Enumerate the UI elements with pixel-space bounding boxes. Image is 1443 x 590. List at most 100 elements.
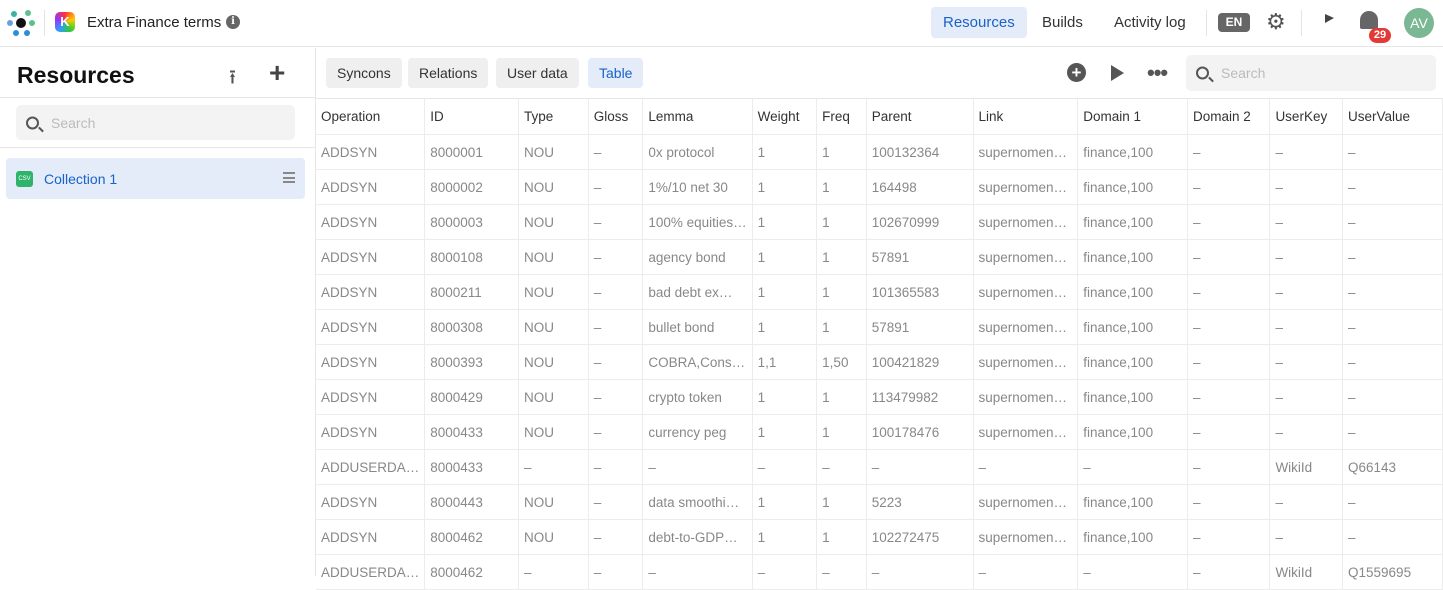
table-cell[interactable]: – [1269, 519, 1344, 555]
table-cell[interactable]: finance,100 [1077, 484, 1189, 520]
table-cell[interactable]: – [1187, 414, 1271, 450]
table-cell[interactable]: – [1187, 344, 1271, 380]
column-header[interactable]: UserKey [1269, 98, 1344, 135]
table-cell[interactable]: – [1187, 379, 1271, 415]
table-cell[interactable]: – [1187, 274, 1271, 310]
table-cell[interactable]: ADDSYN [316, 134, 426, 170]
table-cell[interactable]: finance,100 [1077, 204, 1189, 240]
table-cell[interactable]: 1%/10 net 30 [642, 169, 753, 205]
table-cell[interactable]: NOU [517, 484, 589, 520]
table-cell[interactable]: ADDSYN [316, 309, 426, 345]
table-row[interactable]: ADDSYN 8000393 NOU – COBRA,Cons… 1,1 1,50 10042… [316, 344, 1443, 380]
table-cell[interactable]: – [587, 449, 644, 485]
column-header[interactable]: Gloss [587, 98, 644, 135]
table-cell[interactable]: – [972, 449, 1079, 485]
table-cell[interactable]: 100132364 [865, 134, 974, 170]
table-cell[interactable]: – [642, 449, 753, 485]
table-cell[interactable]: 8000003 [424, 204, 519, 240]
table-cell[interactable]: NOU [517, 414, 589, 450]
table-cell[interactable]: – [1187, 309, 1271, 345]
table-cell[interactable]: ADDUSERDA… [316, 449, 426, 485]
table-cell[interactable]: bullet bond [642, 309, 753, 345]
table-cell[interactable]: supernomen… [972, 379, 1079, 415]
table-cell[interactable]: 1 [816, 134, 867, 170]
table-cell[interactable]: ADDSYN [316, 274, 426, 310]
table-cell[interactable]: – [587, 169, 644, 205]
table-cell[interactable]: 1 [751, 379, 818, 415]
table-cell[interactable]: 8000108 [424, 239, 519, 275]
table-cell[interactable]: – [1187, 134, 1271, 170]
table-cell[interactable]: 8000429 [424, 379, 519, 415]
table-cell[interactable]: – [1342, 309, 1443, 345]
column-header[interactable]: Lemma [642, 98, 753, 135]
table-cell[interactable]: supernomen… [972, 134, 1079, 170]
table-row[interactable]: ADDSYN 8000211 NOU – bad debt ex… 1 1 101365583… [316, 274, 1443, 310]
table-cell[interactable]: – [1269, 379, 1344, 415]
table-cell[interactable]: ADDSYN [316, 414, 426, 450]
table-cell[interactable]: 8000002 [424, 169, 519, 205]
table-cell[interactable]: ADDSYN [316, 519, 426, 555]
bell-icon[interactable] [1360, 11, 1378, 29]
table-row[interactable]: ADDUSERDA… 8000462– – – – – – – – – WikiId Q1559695 [316, 554, 1443, 590]
table-cell[interactable]: – [1269, 309, 1344, 345]
table-cell[interactable]: crypto token [642, 379, 753, 415]
sidebar-item-collection-1[interactable]: CSV Collection 1 [6, 158, 305, 199]
table-cell[interactable]: 1 [816, 379, 867, 415]
table-cell[interactable]: 1 [751, 169, 818, 205]
table-cell[interactable]: 8000433 [424, 449, 519, 485]
table-cell[interactable]: supernomen… [972, 309, 1079, 345]
column-header[interactable]: Weight [751, 98, 818, 135]
table-cell[interactable]: – [816, 554, 867, 590]
avatar[interactable]: AV [1404, 8, 1434, 38]
table-cell[interactable]: – [1342, 204, 1443, 240]
table-cell[interactable]: – [1342, 169, 1443, 205]
table-cell[interactable]: – [1342, 344, 1443, 380]
table-cell[interactable]: 1 [816, 414, 867, 450]
table-cell[interactable]: 1 [751, 484, 818, 520]
table-cell[interactable]: – [587, 519, 644, 555]
table-cell[interactable]: – [1077, 449, 1189, 485]
tab-relations[interactable]: Relations [408, 58, 489, 88]
nav-builds[interactable]: Builds [1042, 14, 1083, 31]
table-cell[interactable]: – [1269, 169, 1344, 205]
table-cell[interactable]: ADDSYN [316, 204, 426, 240]
table-cell[interactable]: NOU [517, 519, 589, 555]
table-cell[interactable]: NOU [517, 344, 589, 380]
column-header[interactable]: ID [424, 98, 519, 135]
table-cell[interactable]: – [1342, 134, 1443, 170]
table-cell[interactable]: 57891 [865, 309, 974, 345]
table-cell[interactable]: 1 [816, 519, 867, 555]
table-cell[interactable]: – [1187, 169, 1271, 205]
sidebar-search-input[interactable]: Search [16, 105, 295, 140]
column-header[interactable]: Operation [316, 98, 426, 135]
table-cell[interactable]: – [517, 449, 589, 485]
menu-icon[interactable] [283, 172, 295, 183]
table-cell[interactable]: – [587, 274, 644, 310]
play-icon[interactable] [1111, 65, 1124, 81]
table-cell[interactable]: WikiId [1269, 449, 1344, 485]
table-cell[interactable]: 8000433 [424, 414, 519, 450]
table-cell[interactable]: 8000443 [424, 484, 519, 520]
table-cell[interactable]: – [865, 449, 974, 485]
table-cell[interactable]: 1 [816, 484, 867, 520]
table-cell[interactable]: finance,100 [1077, 344, 1189, 380]
table-cell[interactable]: 1 [751, 134, 818, 170]
column-header[interactable]: Freq [816, 98, 867, 135]
table-row[interactable]: ADDSYN 8000001 NOU –0x protocol 1 1 100132364 s… [316, 134, 1443, 170]
table-cell[interactable]: – [642, 554, 753, 590]
table-cell[interactable]: 1,50 [816, 344, 867, 380]
table-cell[interactable]: supernomen… [972, 344, 1079, 380]
table-row[interactable]: ADDSYN 8000108 NOU – agency bond 1 1 57891 super… [316, 239, 1443, 275]
column-header[interactable]: Domain 2 [1187, 98, 1271, 135]
table-cell[interactable]: currency peg [642, 414, 753, 450]
table-cell[interactable]: – [1269, 134, 1344, 170]
table-cell[interactable]: 1 [751, 239, 818, 275]
add-icon[interactable]: + [269, 57, 286, 88]
table-cell[interactable]: – [1187, 239, 1271, 275]
table-cell[interactable]: 8000001 [424, 134, 519, 170]
column-header[interactable]: Link [972, 98, 1079, 135]
table-cell[interactable]: agency bond [642, 239, 753, 275]
table-cell[interactable]: – [1187, 484, 1271, 520]
table-cell[interactable]: – [1269, 484, 1344, 520]
column-header[interactable]: Type [517, 98, 589, 135]
